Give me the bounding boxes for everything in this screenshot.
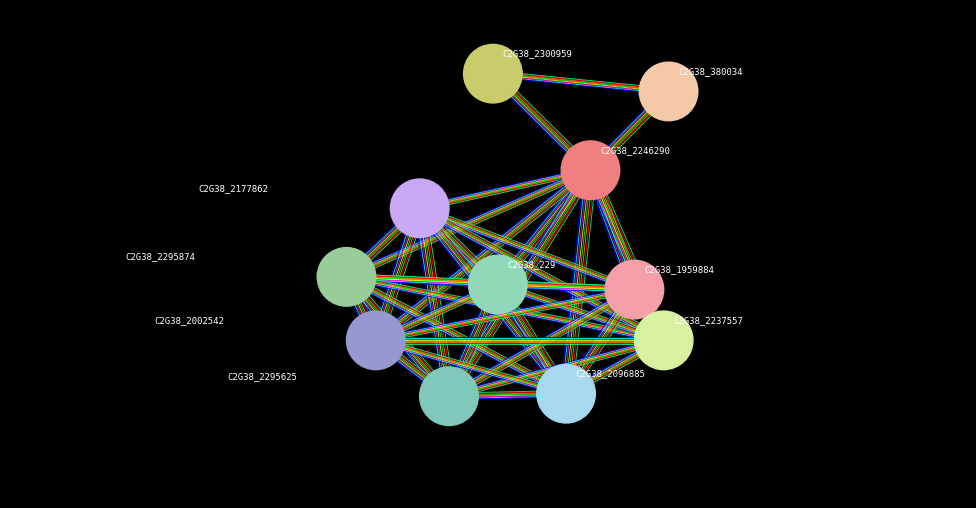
- Ellipse shape: [639, 62, 698, 121]
- Text: C2G38_380034: C2G38_380034: [678, 67, 743, 76]
- Text: C2G38_2300959: C2G38_2300959: [503, 49, 573, 58]
- Ellipse shape: [468, 255, 527, 314]
- Ellipse shape: [390, 179, 449, 238]
- Ellipse shape: [634, 311, 693, 370]
- Ellipse shape: [561, 141, 620, 200]
- Text: C2G38_2096885: C2G38_2096885: [576, 369, 646, 378]
- Text: C2G38_229: C2G38_229: [508, 260, 556, 269]
- Text: C2G38_2002542: C2G38_2002542: [154, 316, 224, 325]
- Text: C2G38_2177862: C2G38_2177862: [198, 184, 268, 193]
- Ellipse shape: [346, 311, 405, 370]
- Text: C2G38_1959884: C2G38_1959884: [644, 265, 714, 274]
- Ellipse shape: [464, 44, 522, 103]
- Text: C2G38_2295874: C2G38_2295874: [125, 252, 195, 262]
- Text: C2G38_2295625: C2G38_2295625: [227, 372, 298, 381]
- Ellipse shape: [537, 364, 595, 423]
- Ellipse shape: [420, 367, 478, 426]
- Text: C2G38_2237557: C2G38_2237557: [673, 316, 744, 325]
- Ellipse shape: [605, 260, 664, 319]
- Text: C2G38_2246290: C2G38_2246290: [600, 146, 671, 155]
- Ellipse shape: [317, 247, 376, 306]
